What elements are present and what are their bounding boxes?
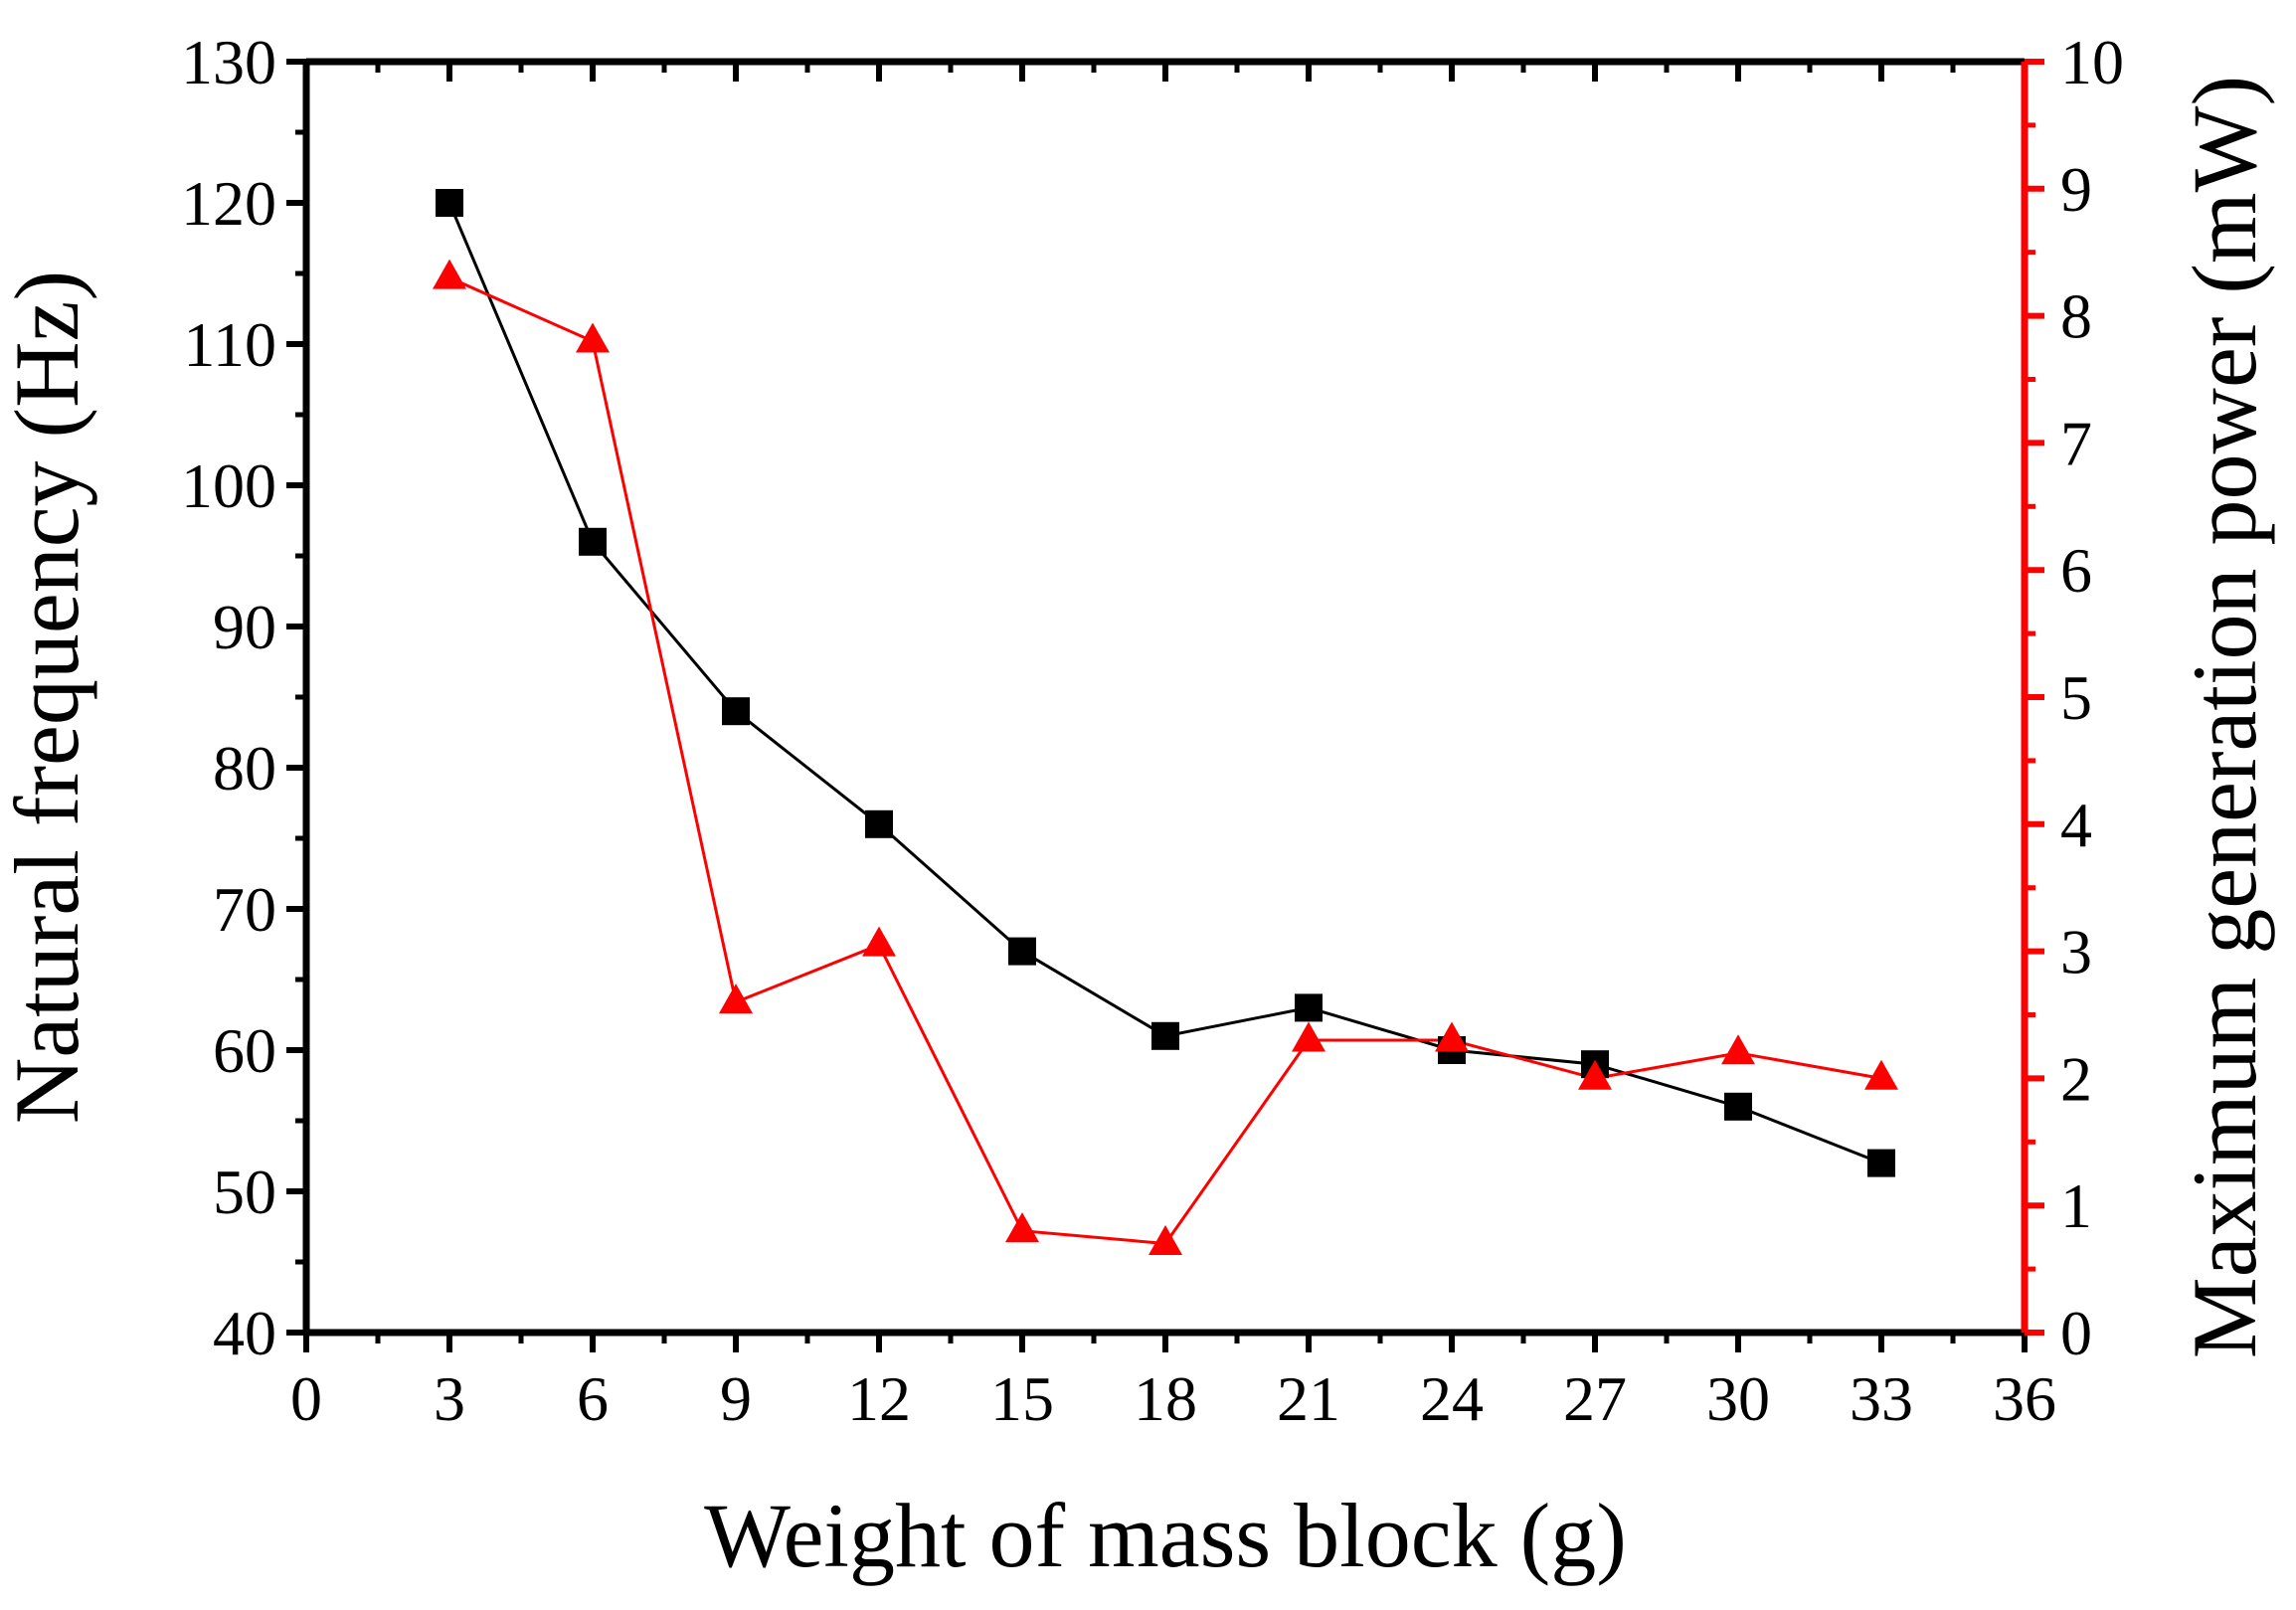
- y-tick-label: 40: [213, 1298, 276, 1368]
- series-1-point: [1008, 937, 1036, 966]
- series-2-point: [719, 984, 753, 1014]
- x-tick-label: 12: [847, 1363, 911, 1434]
- tick-marks: [286, 59, 2044, 1352]
- x-tick-label: 33: [1850, 1363, 1913, 1434]
- series-2-point: [1148, 1224, 1182, 1255]
- series-1-point: [436, 189, 463, 217]
- series-2-point: [1005, 1212, 1039, 1243]
- series-2-point: [1292, 1021, 1325, 1052]
- y2-tick-label: 8: [2060, 281, 2092, 352]
- y2-tick-label: 5: [2060, 662, 2092, 733]
- series-markers: [433, 189, 1898, 1255]
- y2-tick-label: 3: [2060, 917, 2092, 987]
- y-tick-label: 130: [181, 27, 276, 97]
- series-1-point: [865, 809, 893, 838]
- y2-axis-title: Maximum generation power (mW): [2174, 76, 2275, 1358]
- series-2-point: [1578, 1059, 1612, 1090]
- series-1-point: [1724, 1092, 1752, 1121]
- y2-tick-label: 6: [2060, 535, 2092, 606]
- y2-tick-label: 9: [2060, 154, 2092, 225]
- x-tick-label: 15: [990, 1363, 1054, 1434]
- x-tick-label: 36: [1993, 1363, 2056, 1434]
- x-tick-label: 3: [434, 1363, 465, 1434]
- series-2-point: [1721, 1034, 1755, 1065]
- y-tick-label: 110: [183, 309, 276, 380]
- series-2-point: [576, 322, 610, 353]
- series-2-point: [433, 259, 466, 289]
- y-tick-label: 60: [213, 1015, 276, 1086]
- x-tick-label: 30: [1706, 1363, 1770, 1434]
- x-tick-label: 18: [1134, 1363, 1197, 1434]
- y2-tick-label: 10: [2060, 27, 2124, 97]
- series-2-point: [862, 926, 896, 957]
- series-line-1: [447, 202, 1882, 1164]
- x-tick-label: 21: [1277, 1363, 1340, 1434]
- series-2-point: [1435, 1021, 1469, 1052]
- x-tick-label: 27: [1563, 1363, 1627, 1434]
- series-1-point: [579, 527, 607, 556]
- y2-tick-label: 4: [2060, 790, 2092, 860]
- x-axis-title: Weight of mass block (g): [704, 1485, 1627, 1586]
- y2-tick-label: 0: [2060, 1298, 2092, 1368]
- y-axis-title: Natural frequency (Hz): [0, 270, 97, 1124]
- x-tick-label: 24: [1420, 1363, 1484, 1434]
- y-tick-label: 100: [181, 450, 276, 521]
- series-1-point: [1295, 993, 1323, 1022]
- y-tick-label: 70: [213, 874, 276, 945]
- series-lines: [447, 202, 1882, 1246]
- series-1-point: [722, 697, 750, 726]
- series-line-2: [448, 275, 1882, 1246]
- x-tick-label: 0: [290, 1363, 322, 1434]
- series-1-point: [1867, 1149, 1895, 1177]
- y-tick-label: 120: [181, 168, 276, 239]
- y2-tick-label: 1: [2060, 1170, 2092, 1241]
- x-tick-label: 9: [720, 1363, 752, 1434]
- series-1-point: [1151, 1021, 1179, 1050]
- y-tick-label: 90: [213, 592, 276, 662]
- y-tick-label: 50: [213, 1157, 276, 1227]
- y2-tick-label: 2: [2060, 1043, 2092, 1114]
- y-tick-label: 80: [213, 733, 276, 804]
- series-2-point: [1864, 1059, 1898, 1090]
- x-tick-label: 6: [577, 1363, 609, 1434]
- tick-labels: 0 3 6 9 12 15 18 21 24 27 30 33 36405060708090100110…: [181, 27, 2124, 1434]
- y2-tick-label: 7: [2060, 408, 2092, 478]
- plot-frame: [302, 58, 2029, 1337]
